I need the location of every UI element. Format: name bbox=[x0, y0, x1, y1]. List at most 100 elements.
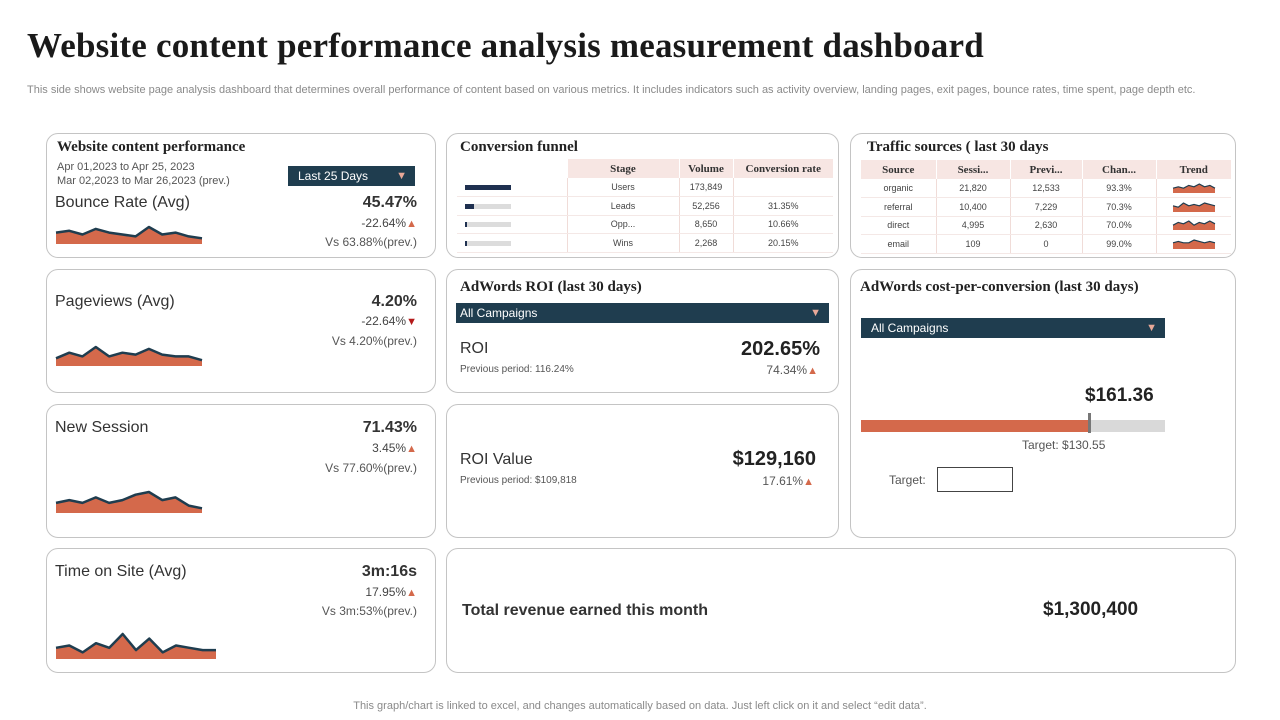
target-input[interactable] bbox=[937, 467, 1013, 492]
cost-per-conversion-gauge-fill bbox=[861, 420, 1089, 432]
funnel-bar-cell bbox=[457, 196, 568, 216]
traffic-source: referral bbox=[861, 197, 937, 217]
table-header-row: Source Sessi... Previ... Chan... Trend bbox=[861, 160, 1231, 179]
triangle-down-icon: ▼ bbox=[406, 316, 417, 328]
table-header: Previ... bbox=[1010, 160, 1083, 179]
traffic-change: 99.0% bbox=[1082, 234, 1157, 254]
total-revenue-label: Total revenue earned this month bbox=[462, 602, 708, 619]
roi-value-change: 17.61%▲ bbox=[762, 474, 814, 488]
traffic-sessions: 10,400 bbox=[936, 197, 1011, 217]
table-header: Sessi... bbox=[936, 160, 1011, 179]
gauge-target-marker bbox=[1088, 413, 1091, 433]
triangle-up-icon: ▲ bbox=[406, 218, 417, 230]
campaigns-dropdown-label: All Campaigns bbox=[871, 321, 949, 335]
sparkline-area bbox=[56, 347, 202, 366]
target-input-label: Target: bbox=[889, 473, 926, 487]
funnel-volume: 52,256 bbox=[679, 196, 734, 216]
sparkline-area bbox=[56, 634, 216, 659]
funnel-bar-fill bbox=[465, 222, 467, 228]
triangle-up-icon: ▲ bbox=[807, 365, 818, 377]
table-row: organic 21,820 12,533 93.3% bbox=[861, 179, 1231, 198]
traffic-sessions: 21,820 bbox=[936, 179, 1011, 198]
content-performance-title: Website content performance bbox=[57, 139, 246, 155]
metric-name: New Session bbox=[55, 419, 149, 436]
sparkline-line bbox=[1172, 183, 1216, 189]
campaigns-dropdown[interactable]: All Campaigns ▼ bbox=[456, 303, 829, 323]
traffic-sources-title: Traffic sources ( last 30 days bbox=[867, 139, 1049, 155]
funnel-rate: 31.35% bbox=[733, 196, 833, 216]
pageviews-card: Pageviews (Avg) 4.20% -22.64%▼ Vs 4.20%(… bbox=[46, 269, 436, 393]
sparkline-line bbox=[55, 225, 203, 240]
traffic-previous: 7,229 bbox=[1010, 197, 1083, 217]
triangle-up-icon: ▲ bbox=[803, 476, 814, 488]
roi-value-amount: $129,160 bbox=[732, 448, 816, 470]
gauge-target-text: Target: $130.55 bbox=[1022, 438, 1106, 452]
roi-label: ROI bbox=[460, 340, 489, 357]
metric-previous: Vs 63.88%(prev.) bbox=[325, 235, 417, 249]
metric-name: Bounce Rate (Avg) bbox=[55, 194, 190, 211]
traffic-trend bbox=[1156, 234, 1231, 254]
table-row: referral 10,400 7,229 70.3% bbox=[861, 197, 1231, 217]
funnel-bar bbox=[465, 203, 511, 209]
traffic-previous: 2,630 bbox=[1010, 216, 1083, 235]
date-range-previous: Mar 02,2023 to Mar 26,2023 (prev.) bbox=[57, 175, 230, 187]
traffic-sources-card: Traffic sources ( last 30 days Source Se… bbox=[850, 133, 1236, 258]
funnel-bar-cell bbox=[457, 215, 568, 234]
sparkline-line bbox=[1172, 202, 1215, 208]
pageviews-sparkline bbox=[55, 345, 203, 366]
roi-value-label: ROI Value bbox=[460, 451, 533, 468]
table-row: email 109 0 99.0% bbox=[861, 234, 1231, 254]
new-session-card: New Session 71.43% 3.45%▲ Vs 77.60%(prev… bbox=[46, 404, 436, 538]
sparkline-line bbox=[55, 345, 203, 362]
sparkline-area bbox=[1172, 239, 1215, 249]
funnel-stage: Leads bbox=[567, 196, 680, 216]
sparkline-line bbox=[1172, 239, 1215, 244]
campaigns-dropdown[interactable]: All Campaigns ▼ bbox=[861, 318, 1165, 338]
roi-value-card: ROI Value Previous period: $109,818 $129… bbox=[446, 404, 839, 538]
date-range-current: Apr 01,2023 to Apr 25, 2023 bbox=[57, 161, 195, 173]
adwords-roi-card: AdWords ROI (last 30 days) All Campaigns… bbox=[446, 269, 839, 393]
adwords-roi-title: AdWords ROI (last 30 days) bbox=[460, 279, 642, 295]
metric-change: -22.64%▲ bbox=[361, 216, 417, 230]
date-range-dropdown-label: Last 25 Days bbox=[298, 169, 369, 183]
campaigns-dropdown-label: All Campaigns bbox=[460, 306, 538, 320]
table-row: Wins 2,268 20.15% bbox=[457, 233, 833, 253]
bounce-rate-sparkline bbox=[55, 225, 203, 244]
sparkline-area bbox=[56, 492, 202, 513]
chevron-down-icon: ▼ bbox=[1146, 322, 1157, 334]
date-range-dropdown[interactable]: Last 25 Days ▼ bbox=[288, 166, 415, 186]
traffic-trend bbox=[1156, 179, 1231, 198]
sparkline-line bbox=[1172, 220, 1216, 227]
funnel-stage: Wins bbox=[567, 233, 680, 253]
conversion-funnel-card: Conversion funnel Stage Volume Conversio… bbox=[446, 133, 839, 258]
traffic-source: direct bbox=[861, 216, 937, 235]
sparkline-line bbox=[55, 632, 216, 654]
funnel-rate bbox=[733, 178, 833, 197]
sparkline-area bbox=[1172, 184, 1215, 193]
table-row: Leads 52,256 31.35% bbox=[457, 196, 833, 216]
metric-name: Pageviews (Avg) bbox=[55, 293, 175, 310]
table-header-spacer bbox=[457, 159, 568, 178]
table-header: Trend bbox=[1156, 160, 1231, 179]
triangle-up-icon: ▲ bbox=[406, 443, 417, 455]
funnel-bar bbox=[465, 240, 511, 246]
funnel-volume: 2,268 bbox=[679, 233, 734, 253]
table-row: Opp... 8,650 10.66% bbox=[457, 215, 833, 234]
table-row: direct 4,995 2,630 70.0% bbox=[861, 216, 1231, 235]
content-performance-card: Website content performance Apr 01,2023 … bbox=[46, 133, 436, 258]
funnel-rate: 10.66% bbox=[733, 215, 833, 234]
funnel-stage: Opp... bbox=[567, 215, 680, 234]
metric-change: -22.64%▼ bbox=[361, 314, 417, 328]
traffic-trend bbox=[1156, 197, 1231, 217]
roi-value: 202.65% bbox=[741, 338, 820, 360]
roi-previous-period: Previous period: 116.24% bbox=[460, 364, 574, 375]
table-header: Chan... bbox=[1082, 160, 1157, 179]
trend-sparkline bbox=[1172, 239, 1215, 249]
funnel-bar-fill bbox=[465, 203, 475, 209]
funnel-bar-cell bbox=[457, 233, 568, 253]
traffic-change: 70.3% bbox=[1082, 197, 1157, 217]
funnel-bar-cell bbox=[457, 178, 568, 197]
traffic-change: 70.0% bbox=[1082, 216, 1157, 235]
funnel-bar-fill bbox=[465, 185, 511, 191]
metric-previous: Vs 3m:53%(prev.) bbox=[321, 604, 417, 618]
